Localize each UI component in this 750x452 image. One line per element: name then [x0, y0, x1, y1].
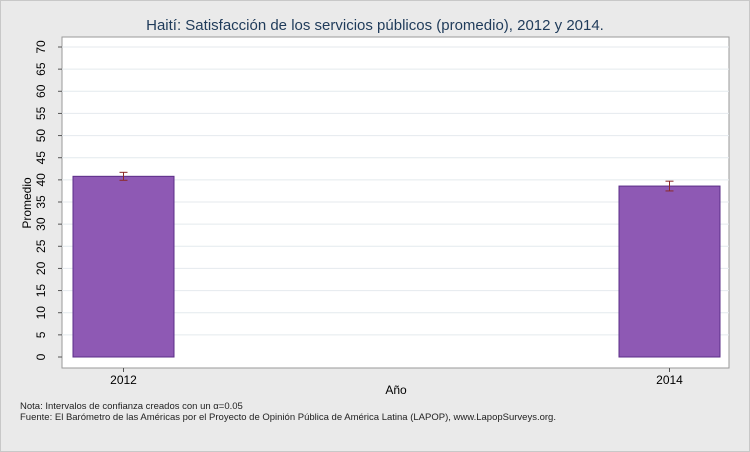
- chart-title: Haití: Satisfacción de los servicios púb…: [146, 17, 604, 34]
- x-tick-label: 2014: [656, 373, 683, 387]
- bar-2014: [618, 185, 721, 358]
- y-axis-label: Promedio: [20, 177, 34, 229]
- bar-chart: 0 5 10 15 20 25 30 35 40 45 50 55 60 65 70 2012 2014 Pr…: [20, 36, 730, 397]
- y-axis: 0 5 10 15 20 25 30 35 40 45 50 55 60 65 70: [34, 40, 62, 360]
- y-tick-label: 0: [34, 353, 48, 360]
- error-bars: [119, 171, 674, 192]
- y-tick-label: 70: [34, 40, 48, 54]
- bar-2012: [72, 175, 175, 358]
- y-tick-label: 10: [34, 306, 48, 320]
- y-tick-label: 20: [34, 261, 48, 275]
- y-tick-label: 65: [34, 62, 48, 76]
- chart-notes: Nota: Intervalos de confianza creados co…: [20, 401, 556, 423]
- y-tick-label: 60: [34, 84, 48, 98]
- y-tick-label: 30: [34, 217, 48, 231]
- x-axis: 2012 2014: [110, 368, 683, 387]
- y-tick-label: 50: [34, 129, 48, 143]
- y-tick-label: 5: [34, 331, 48, 338]
- y-tick-label: 25: [34, 239, 48, 253]
- note-line: Nota: Intervalos de confianza creados co…: [20, 401, 243, 412]
- y-tick-label: 35: [34, 195, 48, 209]
- y-tick-label: 45: [34, 151, 48, 165]
- y-tick-label: 15: [34, 284, 48, 298]
- source-line: Fuente: El Barómetro de las Américas por…: [20, 412, 556, 423]
- y-tick-label: 40: [34, 173, 48, 187]
- x-tick-label: 2012: [110, 373, 137, 387]
- y-tick-label: 55: [34, 106, 48, 120]
- x-axis-label: Año: [385, 383, 407, 397]
- bars: [72, 175, 721, 358]
